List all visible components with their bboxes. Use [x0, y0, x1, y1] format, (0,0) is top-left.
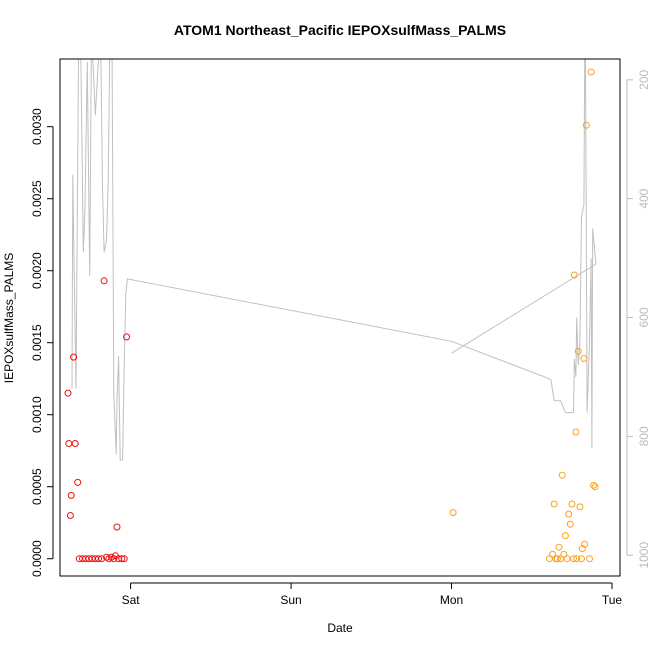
y2-tick-label: 200	[637, 69, 650, 89]
data-point-1-12	[565, 510, 573, 518]
chart-title: ATOM1 Northeast_Pacific IEPOXsulfMass_PA…	[174, 22, 506, 38]
data-point-1-1	[545, 555, 553, 563]
data-point-1-25	[582, 121, 590, 129]
x-tick-label: Mon	[440, 593, 463, 607]
data-point-0-15	[100, 277, 108, 285]
y-tick-label: 0.0020	[30, 252, 44, 289]
data-point-1-11	[563, 555, 571, 563]
data-point-1-14	[568, 500, 576, 508]
x-axis-label: Date	[327, 621, 353, 635]
x-tick-label: Sat	[122, 593, 141, 607]
data-point-1-26	[586, 555, 593, 563]
data-point-1-21	[578, 555, 585, 563]
y2-tick-label: 600	[637, 307, 650, 327]
data-point-1-0	[449, 509, 457, 517]
y-tick-label: 0.0000	[30, 540, 44, 577]
data-point-0-2	[66, 512, 74, 519]
data-point-0-5	[71, 440, 79, 447]
data-point-0-13	[95, 555, 102, 563]
data-point-1-5	[553, 555, 561, 563]
axes-layer: Sat Sun Mon Tue 0.0000 0.0005 0.0010 0.0015 0.00…	[30, 69, 650, 607]
data-point-1-3	[550, 500, 558, 508]
y-tick-label: 0.0015	[30, 324, 44, 361]
data-point-0-24	[120, 555, 128, 563]
data-point-1-9	[560, 550, 568, 558]
data-point-1-8	[558, 471, 566, 479]
data-point-1-15	[570, 555, 577, 563]
data-point-0-21	[113, 523, 121, 531]
data-point-1-24	[581, 540, 589, 548]
altitude-line	[71, 58, 597, 461]
data-point-0-0	[64, 389, 72, 397]
data-point-0-6	[74, 478, 82, 486]
data-point-1-17	[572, 428, 580, 436]
data-point-1-13	[566, 520, 574, 528]
data-point-1-23	[580, 355, 588, 362]
data-point-1-27	[587, 68, 595, 76]
data-point-0-14	[98, 555, 106, 563]
data-point-1-28	[590, 481, 597, 489]
data-point-1-18	[573, 555, 581, 563]
data-point-0-1	[65, 440, 73, 447]
y-tick-label: 0.0025	[30, 180, 44, 217]
altitude-line-layer	[71, 58, 597, 461]
data-point-1-29	[591, 483, 599, 491]
y-tick-label: 0.0005	[30, 468, 44, 505]
data-point-0-4	[70, 353, 78, 361]
x-tick-label: Tue	[602, 593, 623, 607]
y-axis-label: IEPOXsulfMass_PALMS	[2, 253, 16, 384]
data-point-0-23	[118, 555, 126, 563]
y2-tick-label: 800	[637, 426, 650, 446]
y-tick-label: 0.0010	[30, 396, 44, 433]
data-point-0-3	[67, 491, 75, 499]
data-point-0-25	[123, 333, 131, 341]
plot-frame	[59, 58, 621, 577]
y2-tick-label: 400	[637, 188, 650, 208]
data-point-1-10	[561, 532, 569, 540]
scatter-points-layer	[64, 68, 599, 563]
data-point-1-19	[574, 347, 582, 355]
data-point-1-6	[555, 543, 563, 551]
data-point-1-20	[576, 503, 584, 511]
y-tick-label: 0.0030	[30, 108, 44, 145]
y2-tick-label: 1000	[637, 542, 650, 569]
x-tick-label: Sun	[280, 593, 301, 607]
data-point-1-16	[570, 271, 578, 279]
